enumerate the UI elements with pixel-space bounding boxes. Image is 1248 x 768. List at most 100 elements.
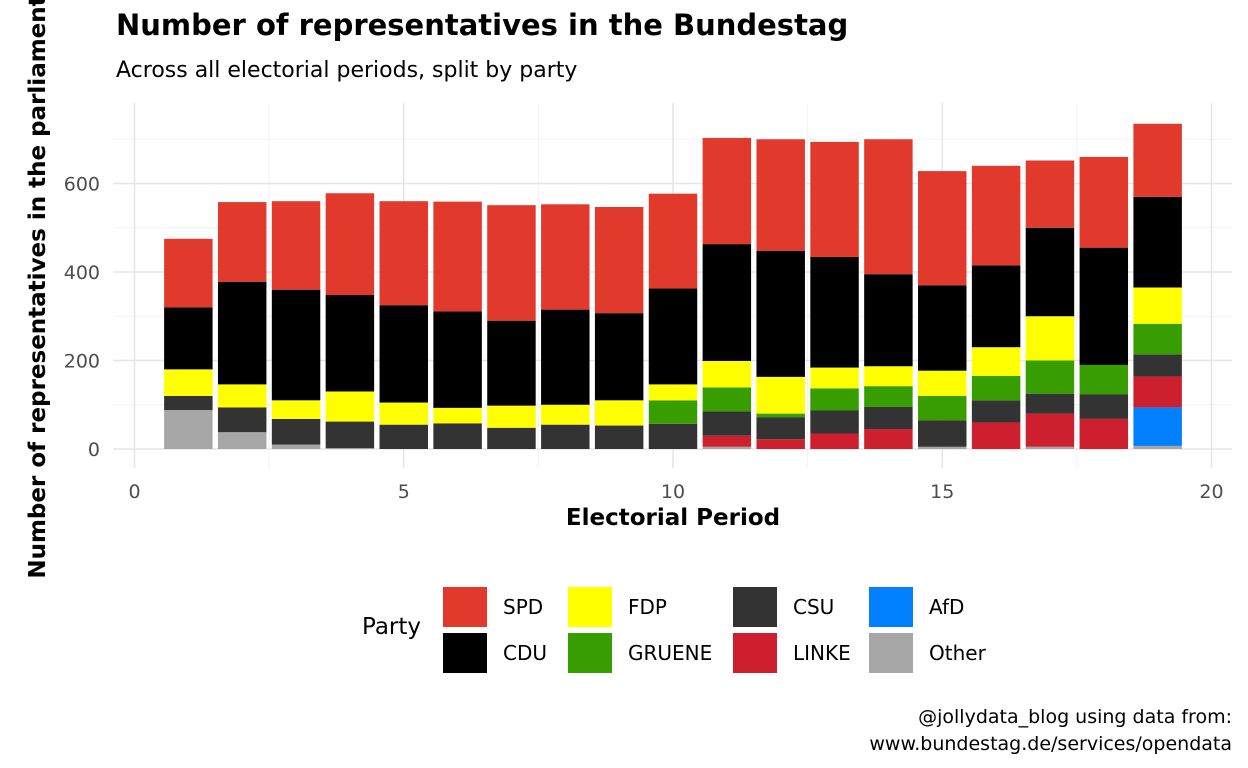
bar-segment-cdu-period-14: [864, 274, 913, 367]
bar-segment-spd-period-14: [864, 139, 913, 275]
caption-line-2: www.bundestag.de/services/opendata: [869, 733, 1232, 755]
bar-segment-cdu-period-5: [379, 305, 428, 403]
bar-segment-csu-period-2: [217, 407, 267, 433]
bar-segment-csu-period-1: [164, 395, 213, 411]
bar-segment-csu-period-7: [487, 427, 536, 449]
y-tick-label: 600: [64, 174, 100, 196]
legend-title: Party: [362, 614, 422, 640]
legend-swatch: [869, 633, 913, 673]
bar-segment-gruene-period-16: [971, 375, 1021, 401]
bar-segment-fdp-period-10: [648, 384, 698, 401]
chart-subtitle: Across all electorial periods, split by …: [116, 58, 578, 83]
bar-segment-other-period-3: [271, 444, 321, 449]
bar-segment-cdu-period-15: [918, 285, 967, 371]
bar-segment-csu-period-15: [918, 420, 967, 447]
bar-segment-cdu-period-7: [487, 320, 536, 406]
bar-segment-cdu-period-2: [217, 281, 267, 385]
bar-segment-gruene-period-14: [864, 386, 913, 407]
y-tick-labels: 0 200 400 600: [64, 174, 100, 462]
x-tick-label: 20: [1199, 481, 1223, 503]
bar-segment-fdp-period-14: [864, 366, 913, 387]
bar-segment-cdu-period-12: [756, 250, 805, 377]
bar-segment-csu-period-18: [1079, 394, 1129, 419]
bar-segment-linke-period-19: [1133, 376, 1182, 408]
bar-segment-other-period-11: [702, 446, 752, 449]
y-tick-label: 0: [88, 439, 100, 461]
bar-segment-fdp-period-15: [918, 370, 967, 396]
bar-segment-cdu-period-1: [164, 307, 213, 370]
x-tick-label: 5: [398, 481, 410, 503]
x-tick-labels: 0 5 10 15 20: [128, 481, 1223, 503]
bars: [164, 123, 1182, 449]
bar-segment-fdp-period-17: [1025, 316, 1075, 361]
bar-segment-spd-period-19: [1133, 123, 1182, 197]
bar-segment-linke-period-18: [1079, 418, 1129, 449]
bar-segment-gruene-period-12: [756, 413, 805, 418]
bar-segment-cdu-period-10: [648, 288, 698, 385]
bar-segment-other-period-19: [1133, 445, 1182, 449]
bar-segment-gruene-period-10: [648, 400, 698, 424]
bar-segment-other-period-4: [325, 448, 375, 449]
bar-segment-spd-period-6: [433, 201, 482, 312]
legend-swatch: [568, 587, 612, 627]
chart-title: Number of representatives in the Bundest…: [116, 8, 849, 42]
legend-label: CDU: [503, 641, 548, 665]
bar-segment-linke-period-17: [1025, 413, 1075, 447]
legend-swatch: [443, 633, 487, 673]
bar-segment-spd-period-10: [648, 193, 698, 289]
chart-plot: 0 5 10 15 20 0 200 400 600: [64, 103, 1232, 503]
caption-line-1: @jollydata_blog using data from:: [918, 706, 1232, 728]
legend-item-fdp: FDP: [568, 587, 667, 627]
bar-segment-cdu-period-3: [271, 289, 321, 401]
bar-segment-csu-period-11: [702, 411, 752, 436]
bar-segment-cdu-period-19: [1133, 196, 1182, 288]
bar-segment-cdu-period-11: [702, 244, 752, 361]
bar-segment-csu-period-14: [864, 406, 913, 430]
bar-segment-fdp-period-13: [810, 367, 859, 389]
bar-segment-cdu-period-4: [325, 295, 375, 392]
legend-label: FDP: [628, 595, 667, 619]
bar-segment-other-period-17: [1025, 446, 1075, 449]
legend-swatch: [733, 587, 777, 627]
legend-label: GRUENE: [628, 641, 713, 665]
x-axis-label: Electorial Period: [565, 505, 781, 531]
bar-segment-spd-period-1: [164, 238, 213, 308]
bar-segment-cdu-period-8: [541, 309, 590, 405]
bar-segment-csu-period-10: [648, 423, 698, 449]
bar-segment-fdp-period-1: [164, 369, 213, 396]
legend-label: SPD: [503, 595, 544, 619]
legend-item-cdu: CDU: [443, 633, 547, 673]
bar-segment-cdu-period-9: [594, 313, 644, 401]
bar-segment-spd-period-17: [1025, 160, 1075, 228]
bar-segment-cdu-period-6: [433, 311, 482, 408]
bar-segment-linke-period-13: [810, 433, 859, 449]
bar-segment-cdu-period-13: [810, 256, 859, 368]
bar-segment-csu-period-9: [594, 425, 644, 449]
bar-segment-spd-period-2: [217, 202, 267, 282]
bar-segment-gruene-period-19: [1133, 323, 1182, 355]
bar-segment-spd-period-13: [810, 141, 859, 257]
bar-segment-spd-period-7: [487, 205, 536, 321]
bar-segment-csu-period-3: [271, 418, 321, 445]
bar-segment-spd-period-9: [594, 206, 644, 314]
bar-segment-other-period-2: [217, 432, 267, 449]
legend-item-other: Other: [869, 633, 986, 673]
y-tick-label: 200: [64, 351, 100, 373]
bar-segment-gruene-period-15: [918, 395, 967, 421]
bar-segment-spd-period-11: [702, 137, 752, 245]
legend-label: CSU: [793, 595, 835, 619]
bar-segment-linke-period-11: [702, 435, 752, 447]
bar-segment-spd-period-4: [325, 193, 375, 296]
legend-item-csu: CSU: [733, 587, 834, 627]
bar-segment-spd-period-5: [379, 201, 428, 306]
legend-item-gruene: GRUENE: [568, 633, 712, 673]
bar-segment-spd-period-3: [271, 201, 321, 290]
bar-segment-fdp-period-8: [541, 404, 590, 425]
bar-segment-csu-period-8: [541, 424, 590, 449]
legend-swatch: [733, 633, 777, 673]
bar-segment-cdu-period-18: [1079, 247, 1129, 365]
bar-segment-spd-period-18: [1079, 156, 1129, 248]
bar-segment-gruene-period-17: [1025, 360, 1075, 394]
caption: @jollydata_blog using data from: www.bun…: [869, 704, 1232, 758]
bar-segment-csu-period-17: [1025, 393, 1075, 414]
